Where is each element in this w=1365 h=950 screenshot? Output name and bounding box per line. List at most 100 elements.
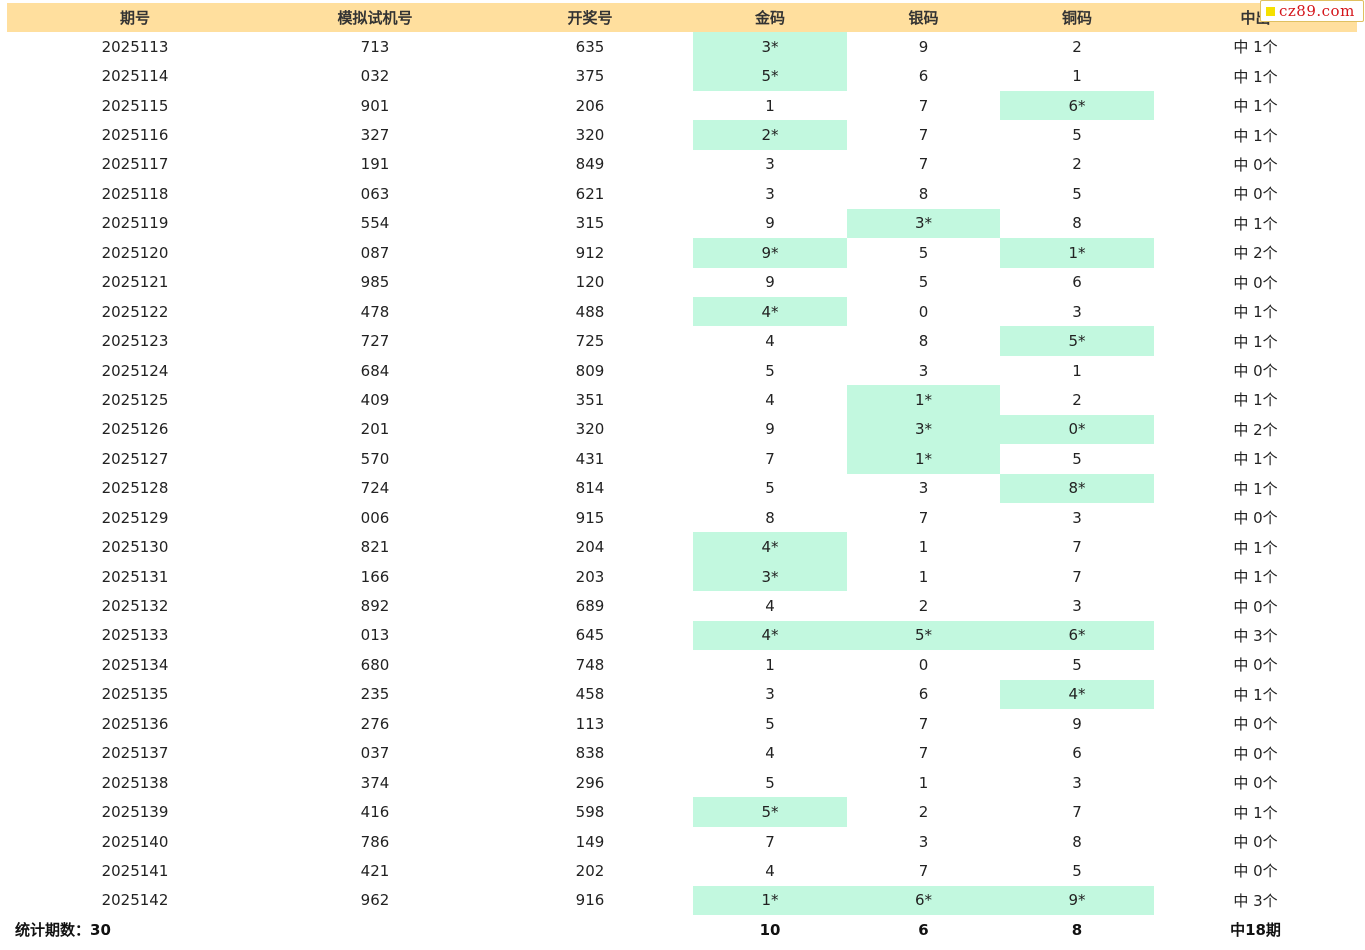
sim-number-cell: 087 xyxy=(360,243,390,262)
hits-cell: 中 1个 xyxy=(1233,97,1278,116)
copper-code-cell: 6* xyxy=(1000,90,1154,121)
silver-code-cell: 1 xyxy=(918,773,929,792)
silver-code-cell: 7 xyxy=(918,861,929,880)
period-cell: 2025132 xyxy=(101,597,169,616)
table-header-row: 期号 模拟试机号 开奖号 金码 银码 铜码 中出 xyxy=(7,3,1357,32)
silver-code-cell: 3 xyxy=(918,361,929,380)
sim-number-cell: 327 xyxy=(360,126,390,145)
table-row: 2025131 166 203 3* 1 7 中 1个 xyxy=(7,561,1357,592)
sim-number-cell: 421 xyxy=(360,861,390,880)
period-cell: 2025123 xyxy=(101,332,169,351)
copper-code-cell: 5 xyxy=(1072,449,1082,468)
hits-cell: 中 0个 xyxy=(1233,862,1278,881)
period-cell: 2025136 xyxy=(101,714,169,733)
gold-code-cell: 3* xyxy=(693,561,847,592)
silver-code-cell: 0 xyxy=(918,655,929,674)
copper-code-cell: 2 xyxy=(1072,37,1082,56)
sim-number-cell: 727 xyxy=(360,332,390,351)
period-cell: 2025127 xyxy=(101,449,169,468)
gold-code-cell: 5* xyxy=(693,61,847,91)
gold-code-cell: 1* xyxy=(693,885,847,916)
draw-number-cell: 912 xyxy=(575,243,605,262)
hits-cell: 中 1个 xyxy=(1233,38,1278,57)
watermark-text: cz89.com xyxy=(1279,2,1355,20)
draw-number-cell: 351 xyxy=(575,390,605,409)
copper-code-cell: 6* xyxy=(1000,620,1154,651)
silver-code-cell: 7 xyxy=(918,508,929,527)
silver-code-cell: 1 xyxy=(918,538,929,557)
hits-cell: 中 0个 xyxy=(1233,155,1278,174)
draw-number-cell: 809 xyxy=(575,361,605,380)
table-row: 2025113 713 635 3* 9 2 中 1个 xyxy=(7,32,1357,62)
hits-cell: 中 2个 xyxy=(1233,244,1278,263)
draw-number-cell: 915 xyxy=(575,508,605,527)
period-cell: 2025129 xyxy=(101,508,169,527)
hits-cell: 中 1个 xyxy=(1233,479,1278,498)
draw-number-cell: 113 xyxy=(575,714,605,733)
copper-code-cell: 2 xyxy=(1072,155,1082,174)
sim-number-cell: 892 xyxy=(360,597,390,616)
hits-cell: 中 0个 xyxy=(1233,509,1278,528)
gold-code-cell: 3 xyxy=(765,155,775,174)
gold-code-cell: 1 xyxy=(765,96,775,115)
silver-code-cell: 5 xyxy=(918,273,929,292)
hits-cell: 中 1个 xyxy=(1233,332,1278,351)
site-watermark: cz89.com xyxy=(1260,0,1364,22)
gold-code-cell: 5 xyxy=(765,714,775,733)
gold-code-cell: 2* xyxy=(693,120,847,150)
copper-code-cell: 0* xyxy=(1000,414,1154,445)
silver-code-cell: 2 xyxy=(918,597,929,616)
sim-number-cell: 191 xyxy=(360,155,390,174)
summary-label: 统计期数：30 xyxy=(15,921,111,940)
copper-code-cell: 7 xyxy=(1072,567,1082,586)
gold-code-cell: 4 xyxy=(765,597,775,616)
copper-code-cell: 7 xyxy=(1072,538,1082,557)
gold-code-cell: 5 xyxy=(765,773,775,792)
silver-code-cell: 6 xyxy=(918,685,929,704)
silver-code-cell: 8 xyxy=(918,184,929,203)
sim-number-cell: 901 xyxy=(360,96,390,115)
silver-code-cell: 7 xyxy=(918,126,929,145)
header-sim-number: 模拟试机号 xyxy=(263,3,487,32)
hits-cell: 中 1个 xyxy=(1233,126,1278,145)
copper-code-cell: 7 xyxy=(1072,803,1082,822)
hits-cell: 中 1个 xyxy=(1233,685,1278,704)
draw-number-cell: 315 xyxy=(575,214,605,233)
period-cell: 2025117 xyxy=(101,155,169,174)
sim-number-cell: 006 xyxy=(360,508,390,527)
silver-code-cell: 3* xyxy=(847,208,1000,239)
silver-code-cell: 3* xyxy=(847,414,1000,445)
table-row: 2025138 374 296 5 1 3 中 0个 xyxy=(7,768,1357,797)
copper-code-cell: 3 xyxy=(1072,773,1082,792)
table-row: 2025127 570 431 7 1* 5 中 1个 xyxy=(7,444,1357,474)
header-draw-number: 开奖号 xyxy=(487,3,693,32)
gold-code-cell: 5 xyxy=(765,479,775,498)
silver-code-cell: 7 xyxy=(918,744,929,763)
period-cell: 2025118 xyxy=(101,184,169,203)
table-row: 2025114 032 375 5* 6 1 中 1个 xyxy=(7,61,1357,91)
hits-cell: 中 0个 xyxy=(1233,656,1278,675)
period-cell: 2025142 xyxy=(101,891,169,910)
period-cell: 2025139 xyxy=(101,803,169,822)
copper-code-cell: 5 xyxy=(1072,184,1082,203)
hits-cell: 中 1个 xyxy=(1233,303,1278,322)
sim-number-cell: 235 xyxy=(360,685,390,704)
draw-number-cell: 814 xyxy=(575,479,605,498)
gold-code-cell: 5 xyxy=(765,361,775,380)
hits-cell: 中 2个 xyxy=(1233,420,1278,439)
period-cell: 2025120 xyxy=(101,243,169,262)
silver-code-cell: 8 xyxy=(918,332,929,351)
sim-number-cell: 554 xyxy=(360,214,390,233)
table-row: 2025132 892 689 4 2 3 中 0个 xyxy=(7,591,1357,620)
draw-number-cell: 838 xyxy=(575,744,605,763)
draw-number-cell: 120 xyxy=(575,273,605,292)
draw-number-cell: 206 xyxy=(575,96,605,115)
hits-cell: 中 1个 xyxy=(1233,538,1278,557)
sim-number-cell: 013 xyxy=(360,626,390,645)
sim-number-cell: 786 xyxy=(360,832,390,851)
gold-code-cell: 4 xyxy=(765,861,775,880)
table-row: 2025125 409 351 4 1* 2 中 1个 xyxy=(7,385,1357,415)
table-row: 2025128 724 814 5 3 8* 中 1个 xyxy=(7,473,1357,503)
summary-row: 统计期数：30 10 6 8 中18期 xyxy=(7,915,1357,944)
period-cell: 2025133 xyxy=(101,626,169,645)
